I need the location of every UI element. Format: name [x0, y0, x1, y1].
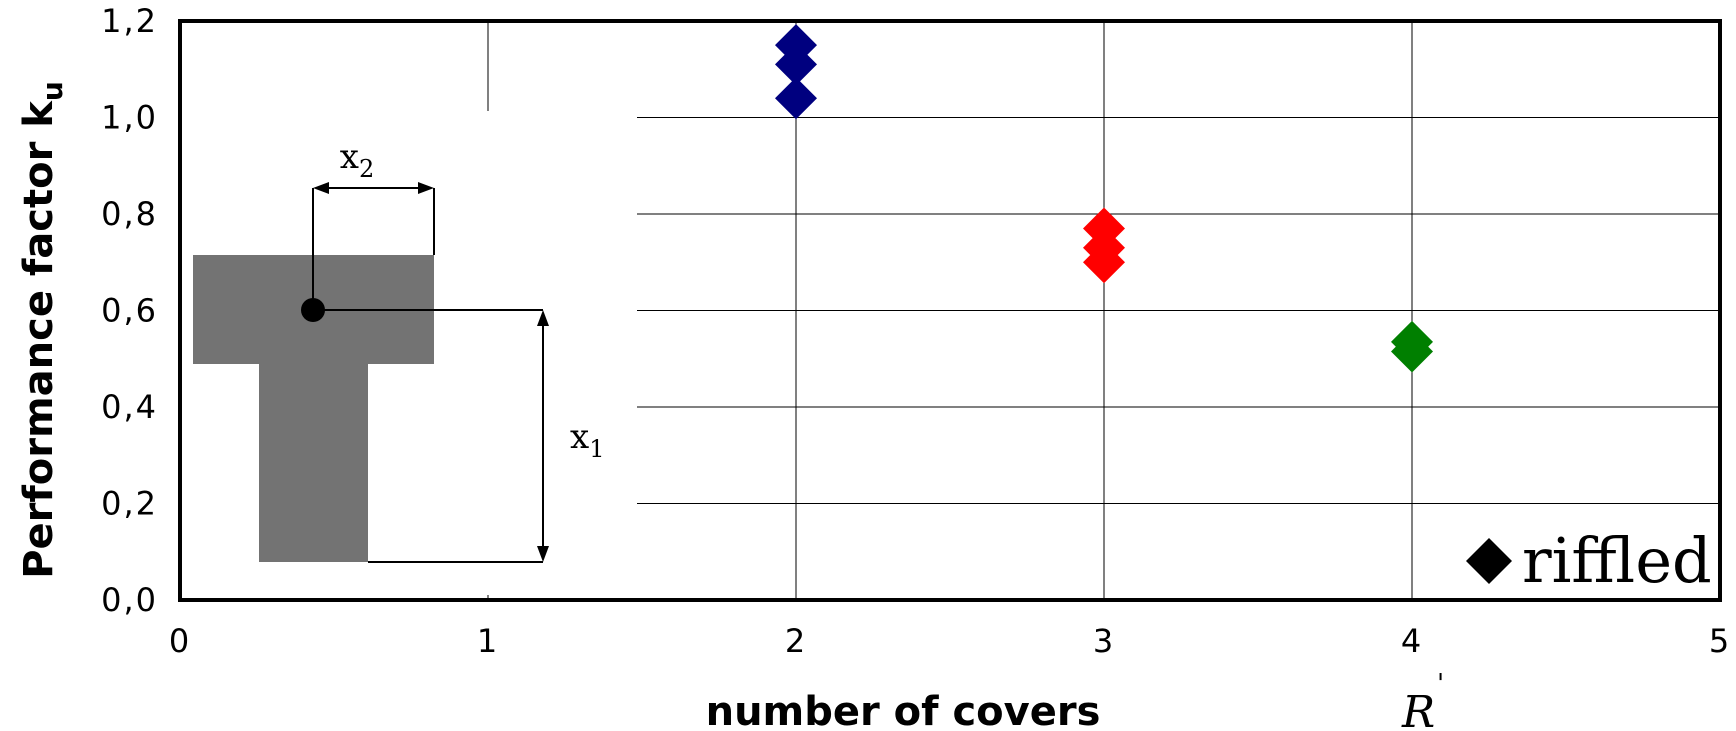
y-tick-label: 0,0 — [101, 581, 158, 619]
inset-t-section-diagram: x2 x1 — [193, 137, 604, 563]
y-axis-title: Performance factor ku — [16, 81, 69, 579]
data-point-diamond — [1391, 330, 1433, 373]
legend-diamond-marker — [1466, 538, 1512, 584]
x-tick-label: 4 — [1401, 622, 1423, 660]
data-point-diamond — [1083, 241, 1125, 284]
x1-dimension — [313, 309, 549, 563]
x1-label: x1 — [570, 417, 604, 463]
plot-frame — [178, 19, 1722, 602]
x-tick-label: 1 — [477, 622, 499, 660]
y-tick-label: 0,4 — [101, 388, 158, 426]
x-tick-label: 2 — [785, 622, 807, 660]
y-tick-label: 1,0 — [101, 99, 158, 137]
x-tick-label: 5 — [1709, 622, 1731, 660]
data-points — [775, 24, 1433, 373]
y-tick-label: 1,2 — [101, 2, 158, 40]
r-prime-label: R ' — [1401, 669, 1444, 731]
centroid-point — [301, 298, 325, 322]
x2-dimension — [312, 182, 435, 310]
data-point-diamond — [775, 77, 817, 120]
y-tick-label: 0,8 — [101, 195, 158, 233]
svg-text:R: R — [1401, 687, 1435, 731]
svg-text:': ' — [1437, 669, 1444, 699]
x-tick-label: 0 — [169, 622, 191, 660]
legend: riffled — [1466, 524, 1712, 597]
x-axis-title: number of covers — [706, 689, 1101, 731]
x-tick-label: 3 — [1093, 622, 1115, 660]
y-tick-label: 0,2 — [101, 485, 158, 523]
data-point-diamond — [775, 43, 817, 86]
tick-labels: 0 1 2 3 4 5 0,0 0,2 0,4 0,6 0,8 1,0 1,2 — [101, 2, 1731, 660]
y-tick-label: 0,6 — [101, 292, 158, 330]
legend-label: riffled — [1522, 524, 1712, 597]
axes-frame — [178, 19, 1722, 602]
t-section-shape — [193, 255, 434, 562]
x2-label: x2 — [340, 137, 374, 183]
